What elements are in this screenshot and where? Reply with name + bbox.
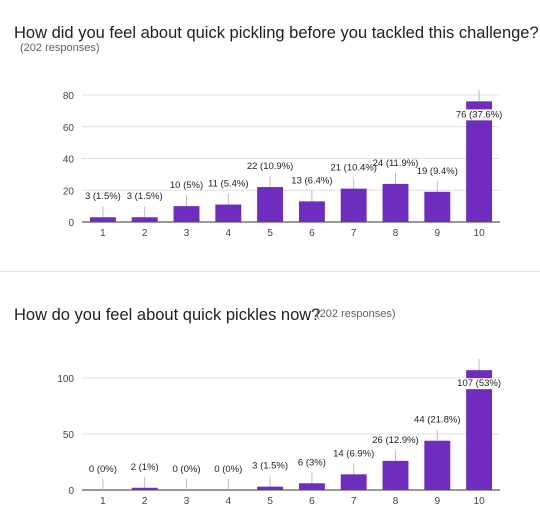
chart-title: How did you feel about quick pickling be… xyxy=(14,24,539,42)
x-tick-label: 3 xyxy=(184,228,190,239)
data-label: 6 (3%) xyxy=(298,457,326,468)
x-tick-label: 6 xyxy=(309,228,315,239)
bar-7 xyxy=(340,188,367,222)
y-tick-label: 0 xyxy=(68,486,74,497)
data-label: 13 (6.4%) xyxy=(291,175,332,186)
data-label: 10 (5%) xyxy=(170,180,203,191)
bar-chart-before: 0 20 40 60 80 3 (1.5%) 1 3 (1.5%) 2 10 (5%) 3 11 (5… xyxy=(63,90,504,239)
bar-2 xyxy=(131,487,158,490)
section-divider xyxy=(0,271,540,272)
data-label: 19 (9.4%) xyxy=(417,166,458,177)
data-label: 76 (37.6%) xyxy=(456,109,502,120)
chart-title: How do you feel about quick pickles now? xyxy=(14,306,321,324)
y-tick-label: 50 xyxy=(63,430,75,441)
x-tick-label: 7 xyxy=(351,228,357,239)
data-label-bg xyxy=(454,109,504,121)
bar-5 xyxy=(257,486,284,490)
bar-7 xyxy=(340,474,367,490)
y-tick-label: 40 xyxy=(63,155,75,166)
y-tick-label: 60 xyxy=(63,123,75,134)
x-tick-label: 5 xyxy=(267,496,273,507)
data-label: 14 (6.9%) xyxy=(333,448,374,459)
x-tick-label: 8 xyxy=(393,228,399,239)
x-tick-label: 2 xyxy=(142,228,148,239)
data-label: 11 (5.4%) xyxy=(208,179,248,190)
data-label: 107 (53%) xyxy=(457,378,501,389)
data-label: 24 (11.9%) xyxy=(373,158,419,169)
bar-5 xyxy=(257,187,284,222)
bar-chart-now: 0 50 100 0 (0%) 1 2 (1%) 2 0 (0%) 3 0 (0%) 4 3 (1.5… xyxy=(57,359,503,507)
bar-10 xyxy=(466,101,493,222)
bar-6 xyxy=(298,483,325,490)
data-label: 0 (0%) xyxy=(173,464,201,475)
data-label: 2 (1%) xyxy=(131,462,159,473)
response-count: (202 responses) xyxy=(316,308,396,320)
x-tick-label: 1 xyxy=(100,496,106,507)
bar-8 xyxy=(382,183,409,222)
chart-panel-before: 0 20 40 60 80 3 (1.5%) 1 3 (1.5%) 2 10 (5%) 3 11 (5… xyxy=(14,24,539,239)
x-tick-label: 8 xyxy=(393,496,399,507)
bar-10 xyxy=(466,370,493,490)
x-tick-label: 2 xyxy=(142,496,148,507)
data-label: 3 (1.5%) xyxy=(127,191,163,202)
bar-8 xyxy=(382,460,409,490)
x-tick-label: 7 xyxy=(351,496,357,507)
x-tick-label: 3 xyxy=(184,496,190,507)
x-tick-label: 1 xyxy=(100,228,106,239)
x-tick-label: 4 xyxy=(226,228,232,239)
x-tick-label: 5 xyxy=(267,228,273,239)
data-label: 3 (1.5%) xyxy=(85,191,121,202)
data-label: 0 (0%) xyxy=(89,464,117,475)
bar-1 xyxy=(89,217,116,222)
data-label-bg xyxy=(456,378,503,390)
x-tick-label: 10 xyxy=(474,496,486,507)
data-label: 44 (21.8%) xyxy=(414,415,460,426)
bar-4 xyxy=(215,204,242,222)
x-tick-label: 9 xyxy=(435,228,441,239)
chart-panel-now: 0 50 100 0 (0%) 1 2 (1%) 2 0 (0%) 3 0 (0%) 4 3 (1.5… xyxy=(0,272,540,524)
y-tick-label: 20 xyxy=(63,186,75,197)
data-label: 26 (12.9%) xyxy=(372,435,418,446)
y-tick-label: 100 xyxy=(57,374,74,385)
response-count: (202 responses) xyxy=(20,42,100,54)
x-tick-label: 10 xyxy=(474,228,486,239)
bar-9 xyxy=(424,440,451,490)
data-label: 22 (10.9%) xyxy=(247,161,293,172)
x-tick-label: 9 xyxy=(435,496,441,507)
data-label: 21 (10.4%) xyxy=(330,163,376,174)
x-tick-label: 4 xyxy=(226,496,232,507)
x-tick-label: 6 xyxy=(309,496,315,507)
y-tick-label: 0 xyxy=(68,218,74,229)
bar-2 xyxy=(131,217,158,222)
y-tick-label: 80 xyxy=(63,91,75,102)
bar-6 xyxy=(298,201,325,222)
bar-9 xyxy=(424,191,451,222)
bar-3 xyxy=(173,206,200,222)
data-label: 3 (1.5%) xyxy=(252,461,288,472)
data-label: 0 (0%) xyxy=(214,464,242,475)
